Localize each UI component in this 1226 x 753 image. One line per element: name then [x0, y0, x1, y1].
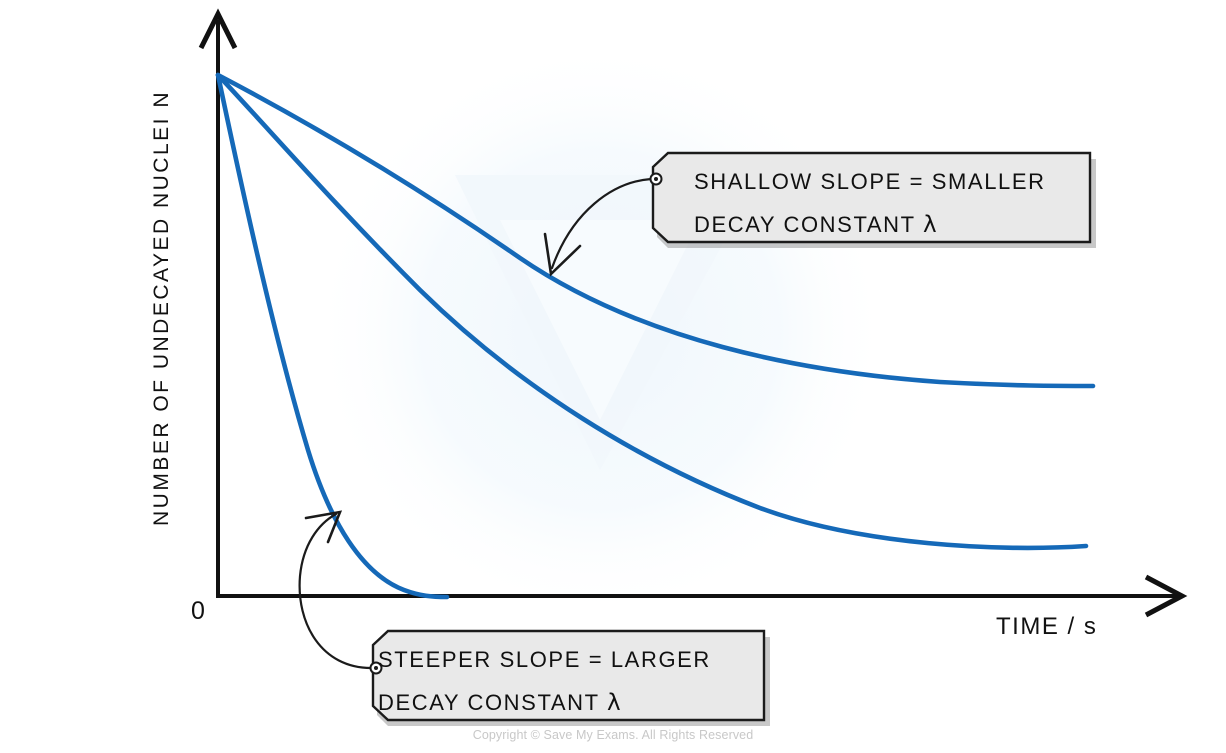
steeper-leader-arrowhead: [304, 510, 343, 544]
shallow-decay-curve: [215, 72, 1096, 389]
steeper-callout-line-2: DECAY CONSTANT λ: [378, 681, 711, 725]
x-axis-label: TIME / s: [996, 613, 1098, 640]
shallow-callout-text: SHALLOW SLOPE = SMALLER DECAY CONSTANT λ: [694, 160, 1046, 247]
shallow-callout-line-2: DECAY CONSTANT λ: [694, 203, 1046, 247]
shallow-leader-arrowhead: [543, 232, 582, 277]
shallow-callout-line-2-prefix: DECAY CONSTANT: [694, 212, 923, 237]
shallow-callout-line-1: SHALLOW SLOPE = SMALLER: [694, 169, 1046, 194]
medium-decay-curve: [215, 72, 1089, 551]
steep-decay-curve: [215, 72, 450, 600]
shallow-leader-line: [550, 177, 653, 270]
lambda-symbol: λ: [922, 212, 939, 238]
lambda-symbol: λ: [606, 690, 623, 716]
steeper-leader-line: [298, 512, 373, 670]
steeper-callout-line-2-prefix: DECAY CONSTANT: [378, 690, 607, 715]
shallow-callout-box: [651, 151, 1092, 244]
steeper-callout-text: STEEPER SLOPE = LARGER DECAY CONSTANT λ: [378, 638, 711, 725]
copyright-credit: Copyright © Save My Exams. All Rights Re…: [472, 728, 754, 742]
origin-label: 0: [191, 597, 205, 625]
shallow-callout-anchor-dot-core: [654, 177, 658, 181]
steeper-callout-line-1: STEEPER SLOPE = LARGER: [378, 647, 711, 672]
x-axis-arrowhead: [1144, 574, 1188, 618]
y-axis-arrowhead: [198, 8, 238, 50]
steeper-callout-box: [371, 629, 766, 722]
steeper-callout-anchor-dot-core: [374, 666, 378, 670]
y-axis-label: NUMBER OF UNDECAYED NUCLEI N: [150, 90, 173, 526]
